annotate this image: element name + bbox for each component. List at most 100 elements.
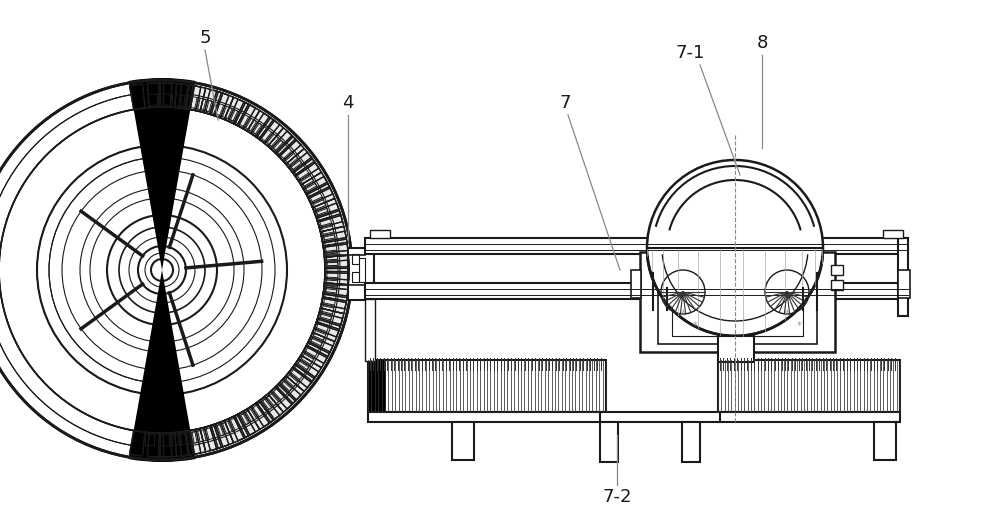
Polygon shape (175, 84, 190, 109)
Bar (368, 412, 606, 422)
Polygon shape (228, 99, 250, 126)
Bar (359, 258, 365, 282)
Wedge shape (129, 78, 195, 270)
Polygon shape (323, 237, 348, 253)
Polygon shape (159, 83, 172, 107)
Bar (348, 248, 374, 300)
Polygon shape (224, 97, 245, 124)
Polygon shape (179, 430, 194, 456)
Polygon shape (147, 432, 161, 457)
Polygon shape (295, 355, 321, 378)
Bar (365, 299, 375, 361)
Bar (452, 422, 474, 460)
Polygon shape (306, 182, 333, 204)
Circle shape (647, 160, 823, 336)
Bar (898, 270, 910, 298)
Polygon shape (313, 322, 339, 341)
Polygon shape (314, 203, 341, 223)
Bar (370, 230, 390, 238)
Polygon shape (301, 172, 328, 195)
Polygon shape (303, 341, 330, 364)
Polygon shape (210, 422, 229, 449)
Polygon shape (251, 400, 275, 427)
Polygon shape (200, 88, 218, 114)
Text: *: * (681, 309, 685, 319)
Polygon shape (286, 148, 312, 173)
Bar (368, 360, 606, 412)
Polygon shape (295, 162, 321, 185)
Text: 7-1: 7-1 (675, 44, 705, 62)
Bar (718, 412, 900, 422)
Circle shape (138, 246, 186, 294)
Bar (874, 422, 896, 460)
Polygon shape (147, 83, 161, 108)
Polygon shape (321, 231, 347, 248)
Polygon shape (278, 376, 304, 401)
Bar (352, 272, 359, 282)
Polygon shape (189, 428, 206, 454)
Polygon shape (306, 337, 333, 358)
Bar (368, 360, 386, 412)
Polygon shape (316, 209, 343, 228)
Polygon shape (268, 386, 293, 412)
Polygon shape (228, 414, 250, 441)
Bar (365, 283, 908, 299)
Polygon shape (325, 267, 349, 280)
Text: 7: 7 (559, 94, 571, 112)
Bar (718, 336, 754, 362)
Polygon shape (255, 117, 280, 143)
Bar (682, 422, 700, 462)
Bar (898, 238, 908, 316)
Polygon shape (320, 226, 346, 243)
Bar (658, 260, 817, 344)
Bar (352, 254, 359, 264)
Polygon shape (289, 364, 315, 387)
Polygon shape (259, 120, 283, 146)
Polygon shape (320, 297, 346, 314)
Polygon shape (292, 359, 319, 383)
Polygon shape (130, 84, 145, 110)
Polygon shape (286, 367, 312, 392)
Text: 4: 4 (342, 94, 354, 112)
Polygon shape (275, 379, 301, 404)
Polygon shape (233, 102, 256, 129)
Polygon shape (317, 214, 344, 232)
Text: *: * (785, 309, 789, 319)
Polygon shape (233, 411, 256, 438)
Polygon shape (237, 104, 260, 131)
Polygon shape (321, 293, 347, 309)
Bar (640, 252, 835, 352)
Text: *: * (693, 321, 697, 331)
Wedge shape (129, 270, 195, 462)
Polygon shape (292, 157, 319, 181)
Polygon shape (323, 283, 348, 298)
Polygon shape (130, 430, 145, 456)
Polygon shape (214, 93, 234, 119)
Bar (883, 230, 903, 238)
Bar (831, 265, 843, 275)
Polygon shape (163, 432, 177, 457)
Polygon shape (324, 271, 349, 285)
Text: 5: 5 (199, 29, 211, 47)
Polygon shape (255, 396, 280, 423)
Polygon shape (159, 433, 172, 457)
Bar (365, 238, 908, 254)
Bar (600, 422, 618, 462)
Polygon shape (247, 403, 271, 429)
Polygon shape (301, 345, 328, 368)
Polygon shape (303, 176, 330, 199)
Text: *: * (797, 321, 801, 331)
Polygon shape (271, 383, 297, 409)
Bar (631, 270, 641, 298)
Polygon shape (313, 198, 339, 218)
Polygon shape (278, 139, 304, 164)
Polygon shape (204, 90, 223, 116)
Polygon shape (316, 312, 343, 331)
Polygon shape (323, 242, 348, 257)
Polygon shape (247, 111, 271, 137)
Polygon shape (189, 85, 206, 111)
Bar (831, 280, 843, 290)
Text: 7-2: 7-2 (602, 488, 632, 506)
Bar (718, 360, 900, 412)
Polygon shape (268, 128, 293, 154)
